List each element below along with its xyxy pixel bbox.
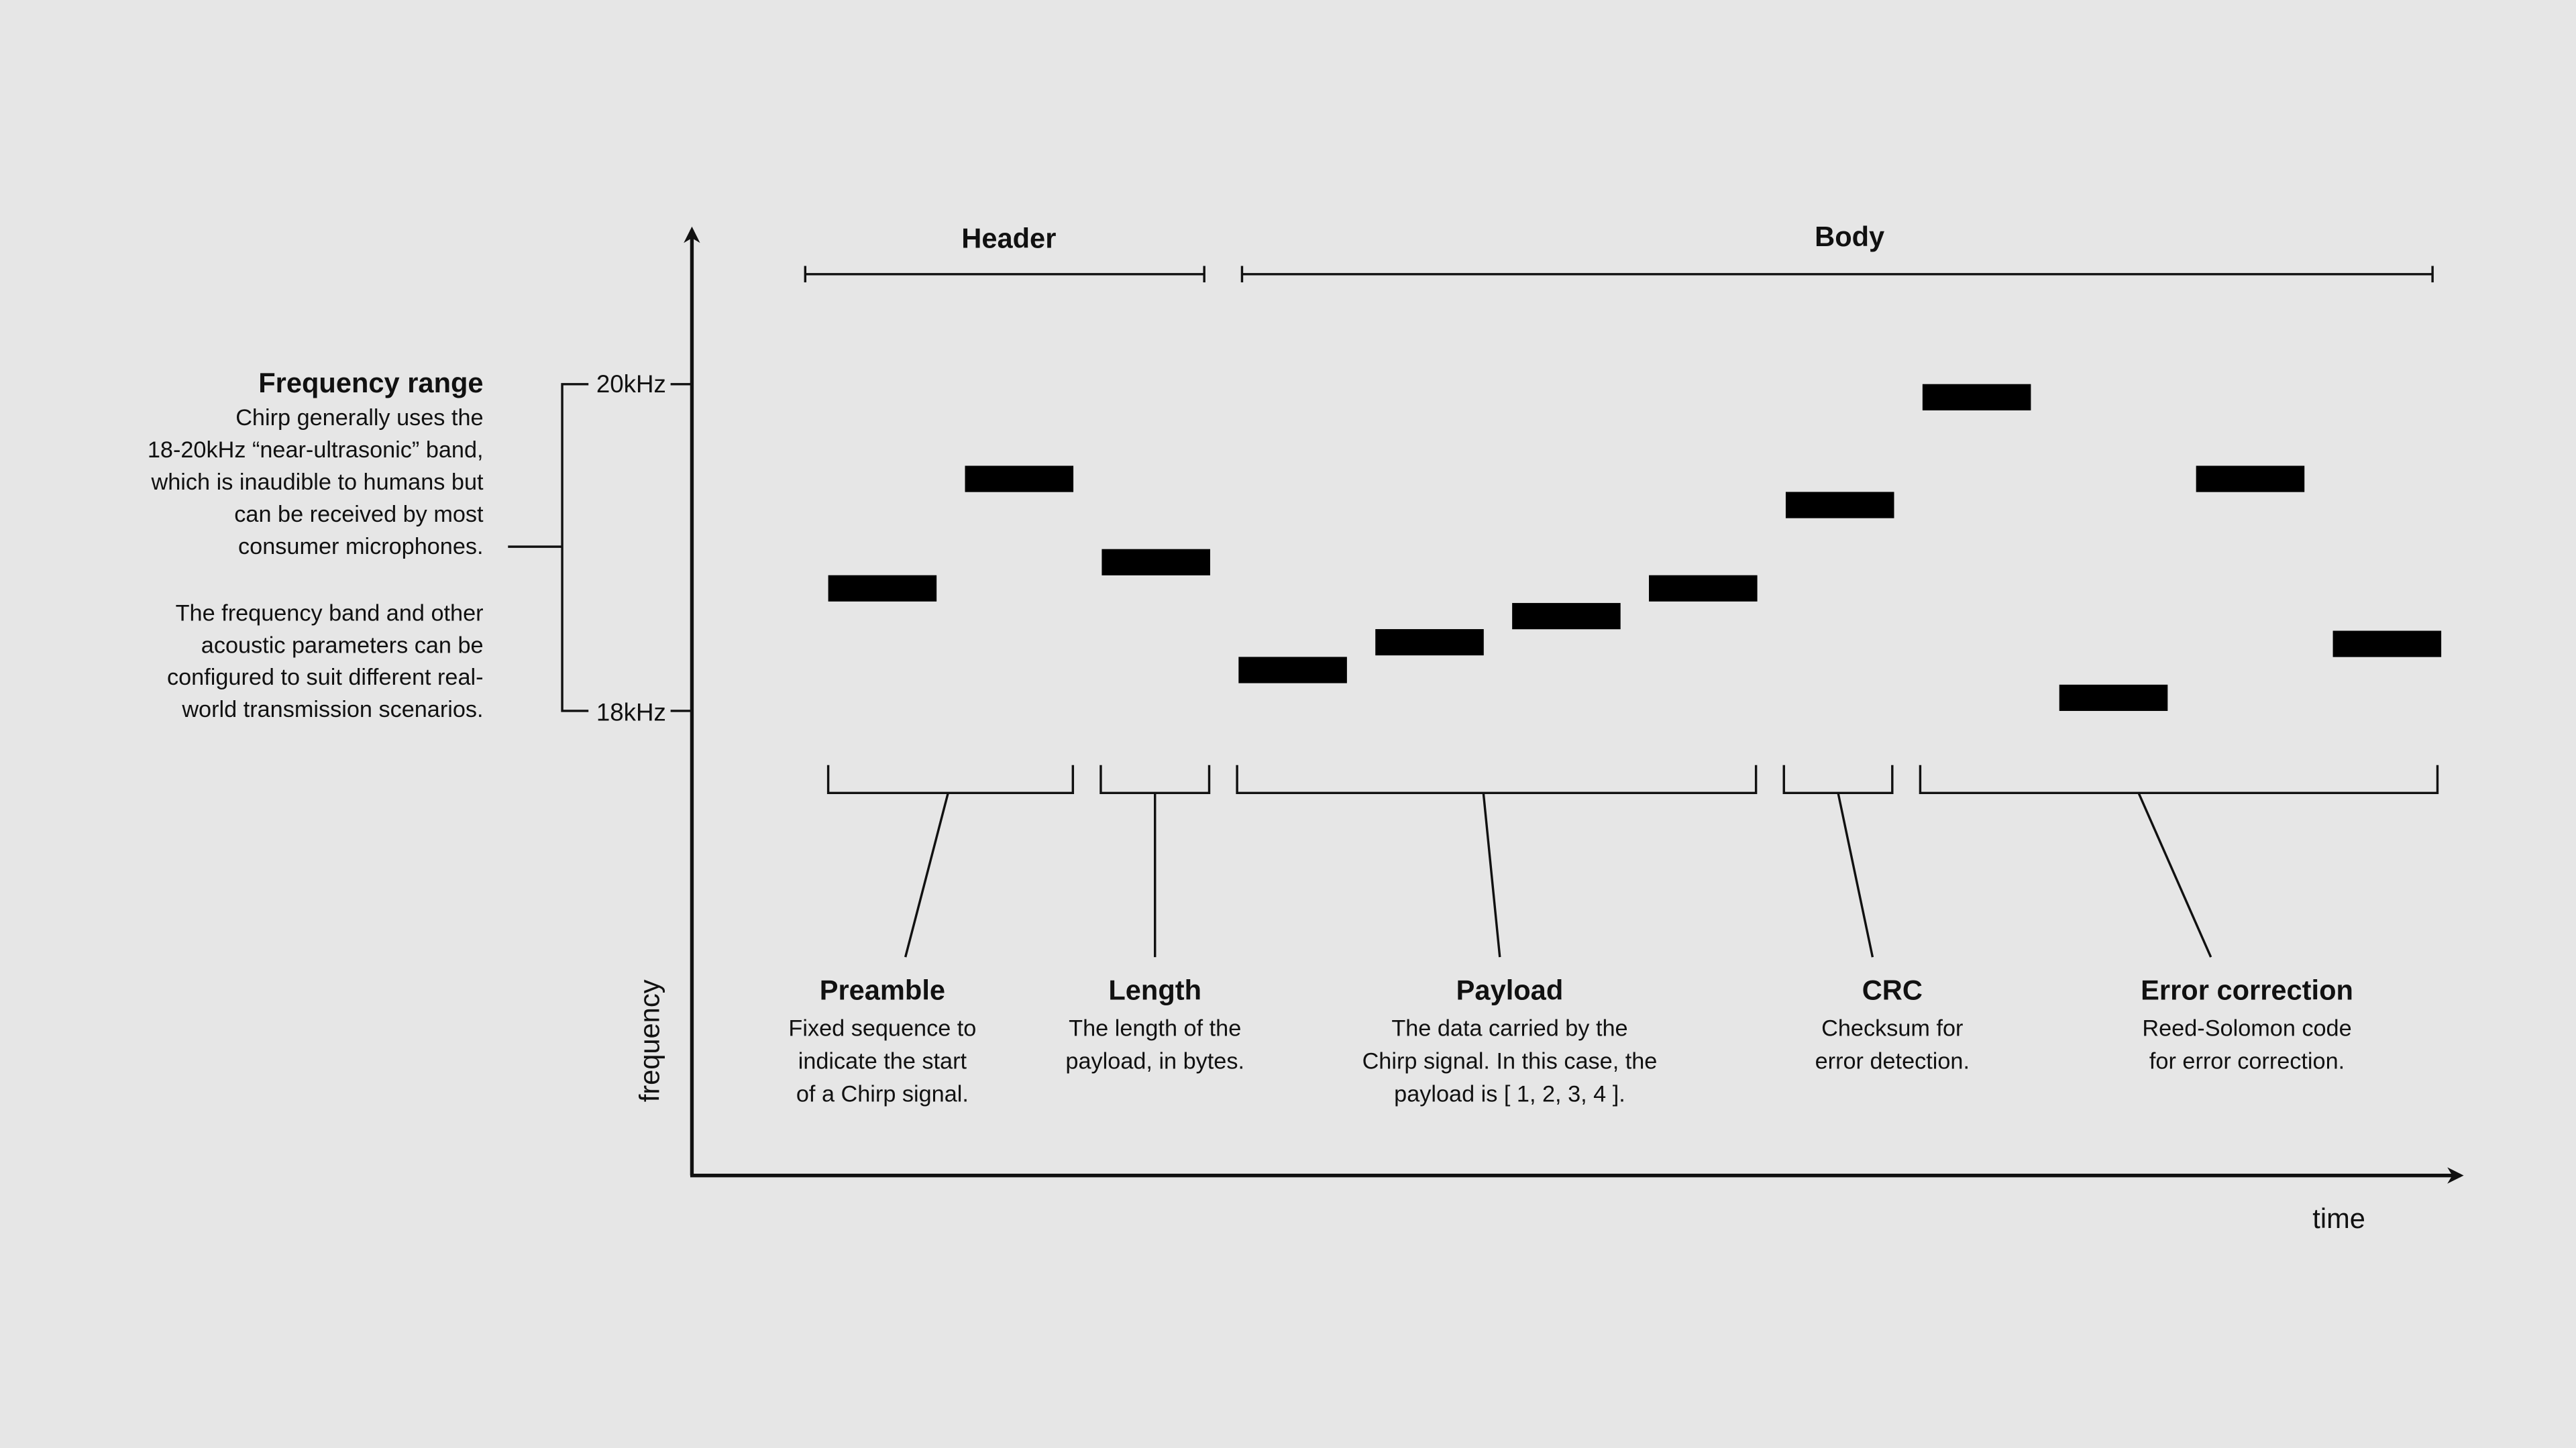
segment-description: payload is [ 1, 2, 3, 4 ]. [1394,1082,1625,1107]
segment-bracket [1919,765,2439,795]
segment-payload: Payload The data carried by the Chirp sign… [1236,765,1758,1107]
segment-length: Length The length of the payload, in bytes… [1065,765,1244,1074]
tone-bar [1785,492,1894,518]
segment-description: of a Chirp signal. [796,1082,969,1107]
segment-title: Payload [1456,974,1564,1006]
segment-bracket [1099,765,1211,795]
header-bracket: Header [804,223,1205,283]
frequency-range-bracket: 20kHz 18kHz [508,370,692,726]
tick-20khz: 20kHz [596,370,666,398]
leader-line [1837,792,1874,958]
segment-description: Chirp signal. In this case, the [1362,1049,1658,1074]
segment-description: The length of the [1069,1016,1241,1042]
note-line: world transmission scenarios. [181,697,483,722]
segment-description: Fixed sequence to [788,1016,976,1042]
x-axis-label: time [2312,1203,2365,1234]
tone-bar [1922,384,2031,410]
tone-bar [1649,575,1758,602]
tick-18khz: 18kHz [596,699,666,726]
leader-line [904,792,949,958]
segment-bracket [1236,765,1758,795]
note-line: consumer microphones. [238,534,484,559]
note-line: 18-20kHz “near-ultrasonic” band, [148,437,484,463]
note-line: which is inaudible to humans but [151,469,484,495]
segment-preamble: Preamble Fixed sequence to indicate the st… [788,765,1075,1107]
segments: Preamble Fixed sequence to indicate the st… [788,765,2439,1107]
segment-crc: CRC Checksum for error detection. [1782,765,1970,1074]
segment-description: Reed-Solomon code [2142,1016,2351,1042]
tone-bar [2059,684,2168,712]
segment-title: Error correction [2141,974,2353,1006]
note-line: Chirp generally uses the [235,405,483,431]
leader-line [1482,793,1501,958]
note-line: The frequency band and other [176,600,484,626]
tone-bar [1512,603,1621,630]
segment-description: for error correction. [2149,1049,2345,1074]
segment-description: indicate the start [798,1049,967,1074]
header-label: Header [961,223,1056,254]
frequency-range-title: Frequency range [258,367,483,398]
segment-description: Checksum for [1821,1016,1963,1042]
segment-bracket [1782,765,1894,795]
tone-bar [828,575,937,602]
segment-description: payload, in bytes. [1065,1049,1244,1074]
y-axis-label: frequency [633,979,665,1102]
tone-bar [965,465,1074,492]
tone-bars [828,384,2442,712]
tone-bar [1375,629,1484,656]
tone-bar [2196,465,2305,492]
segment-description: error detection. [1815,1049,1970,1074]
segment-error-correction: Error correction Reed-Solomon code for err… [1919,765,2439,1074]
frequency-range-note: Frequency range Chirp generally uses the… [148,367,484,722]
segment-title: CRC [1862,974,1923,1006]
leader-line [2137,792,2212,958]
segment-title: Preamble [820,974,945,1006]
note-line: configured to suit different real- [167,665,484,690]
note-line: can be received by most [234,502,484,527]
tone-bar [2332,630,2442,657]
body-label: Body [1815,221,1884,252]
body-bracket: Body [1240,221,2434,283]
tone-bar [1102,549,1210,575]
note-line: acoustic parameters can be [201,632,484,658]
segment-bracket [826,765,1075,795]
tone-bar [1238,657,1347,683]
segment-title: Length [1108,974,1201,1006]
segment-description: The data carried by the [1391,1016,1627,1042]
